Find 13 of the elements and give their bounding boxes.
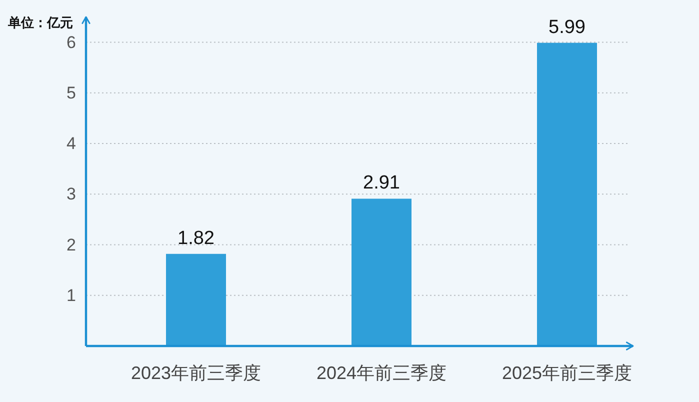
y-tick-label: 4 xyxy=(66,134,76,154)
x-tick-label: 2024年前三季度 xyxy=(316,363,447,383)
y-tick-label: 5 xyxy=(66,83,76,102)
data-label: 1.82 xyxy=(178,228,214,249)
y-tick-label: 2 xyxy=(66,235,76,254)
x-tick-label: 2023年前三季度 xyxy=(130,363,262,383)
y-tick-label: 6 xyxy=(66,32,76,52)
data-label: 2.91 xyxy=(363,172,400,194)
data-label: 5.99 xyxy=(548,16,586,38)
y-tick-label: 1 xyxy=(66,286,76,305)
x-tick-label: 2025年前三季度 xyxy=(502,363,632,383)
y-axis-title: 单位：亿元 xyxy=(8,15,73,30)
y-tick-label: 3 xyxy=(66,184,76,204)
